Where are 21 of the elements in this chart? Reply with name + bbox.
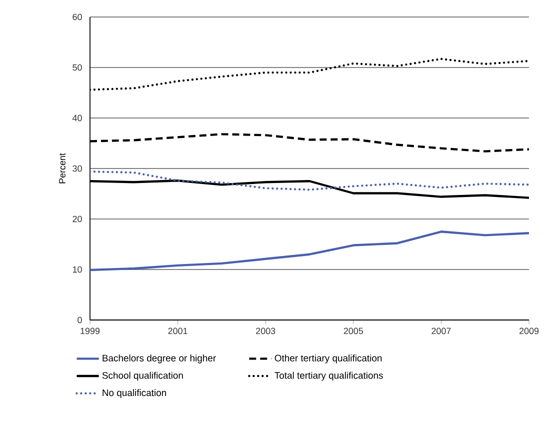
y-tick-label: 60	[72, 14, 82, 20]
legend-label: Bachelors degree or higher	[102, 354, 216, 364]
legend-label: No qualification	[102, 389, 166, 398]
y-tick-label: 40	[72, 114, 82, 122]
x-tick-label: 2005	[344, 328, 363, 334]
y-tick-label: 10	[72, 266, 82, 273]
y-axis-title: Percent	[59, 153, 66, 184]
legend-label: School qualification	[102, 372, 183, 381]
line-series	[90, 170, 530, 191]
y-tick-label: 20	[72, 216, 82, 222]
line-series	[90, 230, 530, 272]
legend-label: Other tertiary qualification	[274, 354, 382, 364]
y-tick-label: 30	[72, 165, 82, 172]
x-tick-label: 1999	[80, 328, 100, 334]
legend-label: Total tertiary qualifications	[274, 372, 383, 381]
y-tick-label: 50	[72, 64, 82, 71]
x-tick-label: 2001	[168, 328, 188, 334]
x-tick-label: 2009	[519, 328, 539, 334]
y-tick-label: 0	[78, 316, 82, 324]
x-tick-label: 2003	[256, 328, 276, 334]
x-tick-label: 2007	[432, 328, 451, 334]
